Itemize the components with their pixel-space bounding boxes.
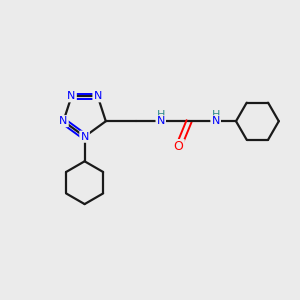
Text: N: N bbox=[80, 132, 89, 142]
Text: O: O bbox=[174, 140, 184, 153]
Text: H: H bbox=[157, 110, 165, 120]
Text: N: N bbox=[59, 116, 68, 126]
Text: H: H bbox=[212, 112, 220, 122]
Text: N: N bbox=[59, 116, 68, 126]
Text: N: N bbox=[94, 91, 102, 101]
Text: H: H bbox=[157, 116, 165, 126]
Text: N: N bbox=[67, 91, 76, 101]
Text: N: N bbox=[212, 116, 220, 126]
Text: N: N bbox=[212, 118, 220, 128]
Text: N: N bbox=[80, 132, 89, 142]
Text: O: O bbox=[174, 140, 184, 153]
Text: N: N bbox=[67, 91, 76, 101]
Text: N: N bbox=[94, 91, 102, 101]
Text: N: N bbox=[157, 116, 165, 126]
Text: H: H bbox=[212, 110, 220, 120]
